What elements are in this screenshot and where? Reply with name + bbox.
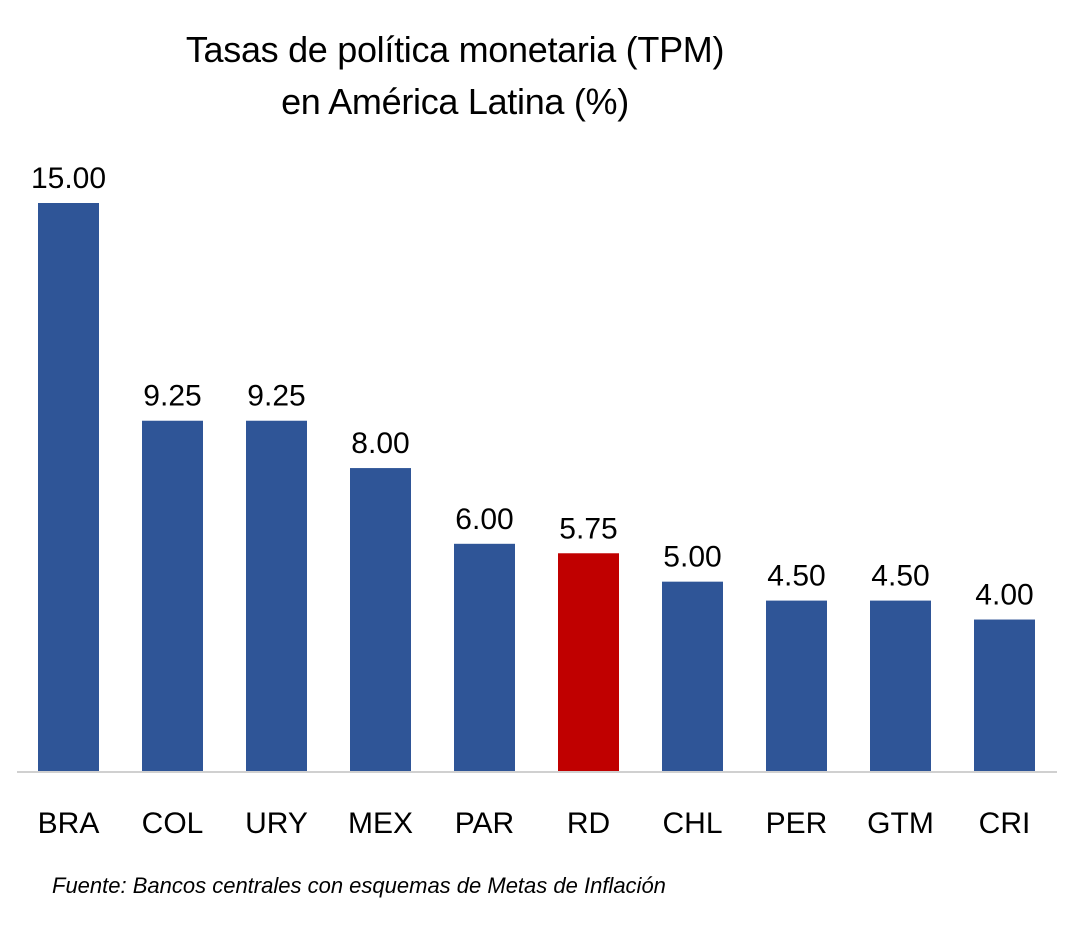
chart-title: Tasas de política monetaria (TPM) en Amé… <box>0 24 910 128</box>
value-label-per: 4.50 <box>767 560 825 593</box>
bars-group <box>38 203 1035 771</box>
value-label-bra: 15.00 <box>31 162 106 195</box>
chart-title-line-2: en América Latina (%) <box>281 81 629 122</box>
bar-par <box>454 543 515 771</box>
value-label-gtm: 4.50 <box>871 560 929 593</box>
category-label-bra: BRA <box>38 807 100 840</box>
bar-rd <box>558 553 619 771</box>
category-label-gtm: GTM <box>867 807 934 840</box>
bar-gtm <box>870 600 931 771</box>
bar-mex <box>350 468 411 771</box>
category-label-ury: URY <box>245 807 308 840</box>
category-label-col: COL <box>142 807 204 840</box>
category-label-chl: CHL <box>662 807 722 840</box>
value-label-cri: 4.00 <box>975 579 1033 612</box>
bar-cri <box>974 619 1035 771</box>
category-labels-group: BRA COL URY MEX PAR RD CHL PER GTM CRI <box>38 807 1031 840</box>
bar-ury <box>246 420 307 771</box>
value-label-mex: 8.00 <box>351 427 409 460</box>
value-label-rd: 5.75 <box>559 512 617 545</box>
value-label-chl: 5.00 <box>663 541 721 574</box>
chart-title-line-1: Tasas de política monetaria (TPM) <box>185 29 725 70</box>
value-labels-group: 15.00 9.25 9.25 8.00 6.00 5.75 5.00 4.50 4.50 4.0… <box>31 162 1034 612</box>
category-label-rd: RD <box>567 807 610 840</box>
category-label-per: PER <box>766 807 828 840</box>
bar-per <box>766 600 827 771</box>
bar-chl <box>662 581 723 771</box>
bar-col <box>142 420 203 771</box>
value-label-col: 9.25 <box>143 380 201 413</box>
source-note: Fuente: Bancos centrales con esquemas de… <box>52 873 666 898</box>
value-label-par: 6.00 <box>455 503 513 536</box>
category-label-par: PAR <box>455 807 514 840</box>
category-label-cri: CRI <box>979 807 1031 840</box>
value-label-ury: 9.25 <box>247 380 305 413</box>
bar-bra <box>38 203 99 771</box>
category-label-mex: MEX <box>348 807 413 840</box>
